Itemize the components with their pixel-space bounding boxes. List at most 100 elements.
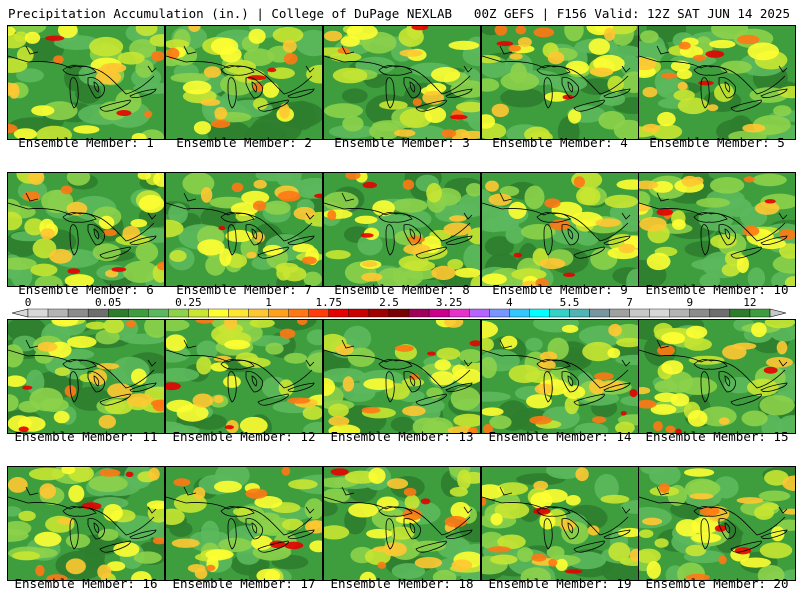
precip-contour — [144, 110, 153, 119]
precip-contour — [214, 106, 228, 120]
precip-contour — [335, 343, 354, 356]
precip-contour — [8, 375, 27, 387]
precip-contour — [453, 413, 480, 428]
precip-contour — [773, 105, 792, 117]
great-lakes-outline — [693, 506, 788, 553]
precip-map — [7, 466, 165, 581]
precip-contour — [533, 480, 549, 491]
precip-contour — [324, 500, 338, 517]
precip-contour — [167, 425, 200, 433]
colorbar-swatch — [27, 308, 49, 318]
precip-contour — [394, 129, 416, 137]
precip-contour — [607, 347, 621, 359]
precip-contour — [182, 80, 212, 95]
precip-contour — [709, 39, 736, 49]
border-lines — [8, 192, 157, 242]
colorbar-swatch — [729, 308, 751, 318]
border-lines — [324, 339, 473, 389]
colorbar-swatch — [128, 308, 149, 318]
precip-contour — [411, 26, 429, 31]
great-lakes-outline — [693, 65, 788, 112]
colorbar-swatch — [108, 308, 129, 318]
precip-contour — [151, 50, 164, 62]
precip-contour — [499, 186, 520, 197]
border-lines — [166, 486, 315, 536]
precip-contour — [196, 340, 218, 360]
precip-contour — [64, 274, 95, 286]
precip-contour — [736, 255, 749, 274]
precip-contour — [276, 265, 291, 281]
colorbar-swatch — [709, 308, 731, 318]
precip-contour — [714, 83, 734, 102]
precip-contour — [595, 218, 621, 227]
precip-contour — [684, 338, 712, 351]
precip-contour — [40, 398, 69, 412]
precip-contour — [8, 123, 18, 134]
precip-map — [7, 172, 165, 287]
precip-contour — [328, 424, 361, 433]
precip-contour — [253, 232, 265, 243]
precip-contour — [500, 335, 518, 350]
colorbar-swatch — [468, 308, 490, 318]
precip-contour — [658, 482, 670, 493]
precip-contour — [709, 177, 745, 194]
precip-contour — [458, 349, 480, 363]
ensemble-member-label: Ensemble Member: 20 — [645, 576, 789, 591]
precip-contour — [621, 71, 638, 93]
precip-contour — [736, 497, 764, 504]
precip-contour — [302, 405, 322, 420]
colorbar-swatch — [629, 308, 650, 318]
precip-contour — [465, 183, 480, 197]
precip-contour — [359, 571, 377, 580]
precip-contour — [521, 280, 537, 286]
precip-contour — [692, 176, 704, 185]
ensemble-member-label: Ensemble Member: 15 — [645, 429, 789, 444]
precip-contour — [354, 215, 378, 224]
precip-contour — [116, 110, 132, 116]
precip-contour — [568, 109, 582, 124]
precip-contour — [539, 351, 558, 361]
precip-contour — [525, 337, 543, 351]
colorbar-svg: 0 0.05 0.25 1 1.75 2.5 3.25 4 5.5 7 9 12 — [11, 296, 787, 318]
precip-contour — [106, 561, 126, 572]
precip-contour — [544, 198, 561, 208]
precip-contour — [166, 320, 190, 332]
great-lakes-outline — [378, 359, 473, 406]
precip-contour — [548, 558, 558, 567]
precip-contour — [253, 97, 268, 110]
colorbar-swatch — [368, 308, 390, 318]
precip-contour — [639, 399, 657, 409]
precip-contour — [65, 558, 86, 575]
colorbar-swatch — [749, 308, 771, 318]
border-lines — [166, 339, 315, 389]
precip-contour — [751, 322, 767, 338]
precip-contour — [98, 528, 119, 541]
precip-contour — [166, 39, 190, 49]
precip-contour — [61, 467, 76, 475]
precip-contour — [122, 225, 141, 241]
precip-contour — [75, 83, 102, 104]
map-svg — [166, 320, 322, 433]
precip-contour — [672, 219, 686, 230]
precip-contour — [391, 198, 428, 213]
map-svg — [482, 26, 638, 139]
precip-contour — [699, 506, 720, 516]
precip-contour — [784, 276, 795, 286]
precip-contour — [526, 394, 552, 409]
precip-contour — [613, 119, 638, 139]
colorbar-swatch — [188, 308, 209, 318]
map-svg — [482, 173, 638, 286]
precip-contour — [213, 395, 224, 404]
precip-contour — [252, 200, 267, 211]
precip-contour — [51, 320, 79, 327]
precip-contour — [676, 69, 693, 80]
precip-contour — [192, 393, 214, 408]
precip-contour — [213, 355, 232, 362]
precip-contour — [135, 59, 154, 78]
precip-contour — [200, 187, 213, 203]
precip-contour — [496, 41, 514, 47]
precip-contour — [620, 500, 638, 514]
colorbar-tick-label: 0 — [25, 296, 32, 309]
precip-contour — [649, 467, 681, 486]
